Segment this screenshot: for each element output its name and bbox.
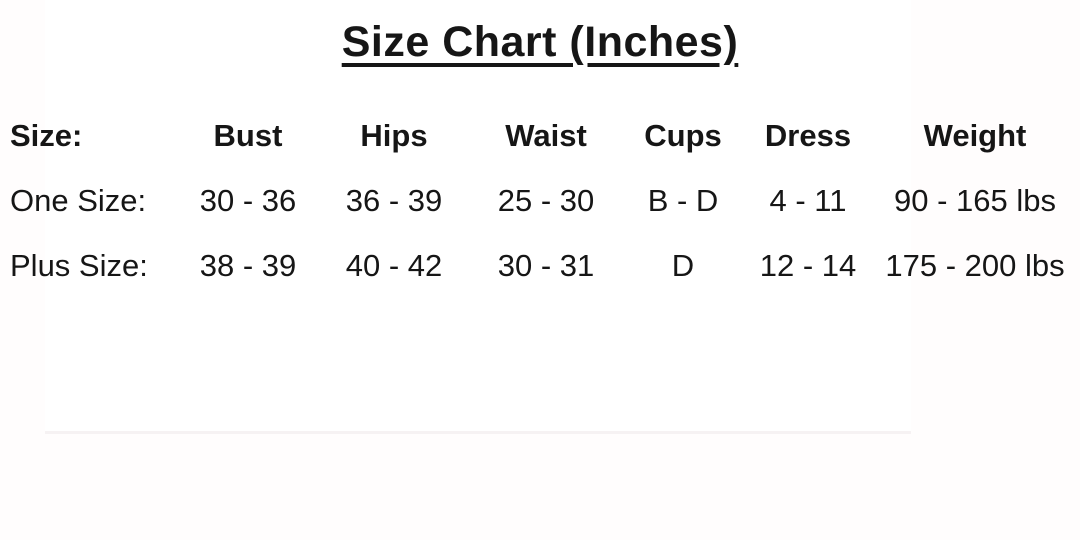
- cell-bust: 30 - 36: [199, 182, 297, 218]
- table-row-plus-size: Plus Size: 38 - 39 40 - 42 30 - 31 D 12 …: [0, 233, 1080, 298]
- cell-hips: 40 - 42: [345, 247, 443, 283]
- column-header-size: Size:: [10, 117, 83, 153]
- column-header-waist: Waist: [505, 117, 587, 153]
- row-label: One Size:: [10, 182, 147, 218]
- cell-bust: 38 - 39: [199, 247, 297, 283]
- cell-dress: 12 - 14: [759, 247, 857, 283]
- column-header-bust: Bust: [213, 117, 283, 153]
- cell-weight: 90 - 165 lbs: [894, 182, 1056, 218]
- column-header-weight: Weight: [923, 117, 1027, 153]
- size-chart-table: Size: Bust Hips Waist Cups Dress Weight …: [0, 103, 1080, 298]
- cell-waist: 25 - 30: [497, 182, 595, 218]
- content-panel: [45, 0, 911, 434]
- cell-cups: D: [671, 247, 695, 283]
- table-row-one-size: One Size: 30 - 36 36 - 39 25 - 30 B - D …: [0, 168, 1080, 233]
- table-header-row: Size: Bust Hips Waist Cups Dress Weight: [0, 103, 1080, 168]
- page-title: Size Chart (Inches): [341, 18, 739, 66]
- row-label: Plus Size:: [10, 247, 148, 283]
- cell-hips: 36 - 39: [345, 182, 443, 218]
- column-header-dress: Dress: [764, 117, 852, 153]
- column-header-cups: Cups: [644, 117, 722, 153]
- cell-cups: B - D: [647, 182, 719, 218]
- cell-dress: 4 - 11: [769, 182, 847, 218]
- column-header-hips: Hips: [360, 117, 428, 153]
- cell-waist: 30 - 31: [497, 247, 595, 283]
- cell-weight: 175 - 200 lbs: [885, 247, 1065, 283]
